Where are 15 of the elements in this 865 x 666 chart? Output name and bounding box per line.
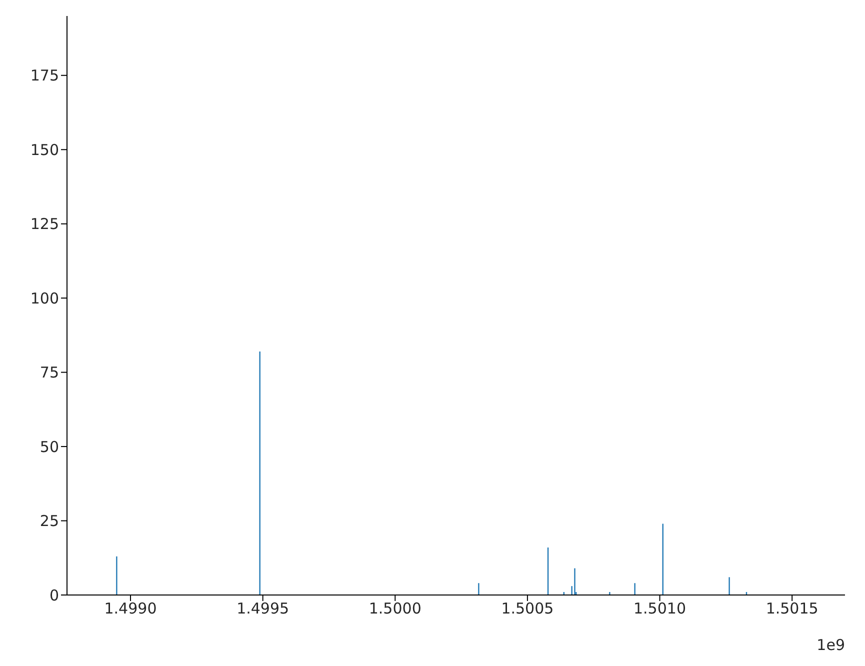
y-tick-label: 100 — [30, 289, 59, 308]
x-tick-label: 1.5015 — [766, 600, 818, 618]
y-tick-label: 150 — [30, 140, 59, 159]
y-tick-label: 0 — [49, 586, 59, 604]
y-tick-label: 125 — [30, 215, 59, 234]
x-tick-label: 1.4990 — [104, 600, 157, 618]
text: 1e9 — [816, 636, 845, 654]
y-tick-label: 50 — [40, 438, 59, 456]
y-tick-label: 175 — [30, 66, 59, 85]
x-tick-label: 1.5010 — [634, 600, 686, 618]
x-tick-label: 1.4995 — [236, 600, 290, 618]
y-tick-label: 25 — [40, 512, 59, 530]
x-tick-label: 1.5000 — [368, 600, 422, 618]
y-tick-label: 75 — [40, 364, 59, 382]
x-tick-label: 1.5005 — [501, 600, 554, 618]
